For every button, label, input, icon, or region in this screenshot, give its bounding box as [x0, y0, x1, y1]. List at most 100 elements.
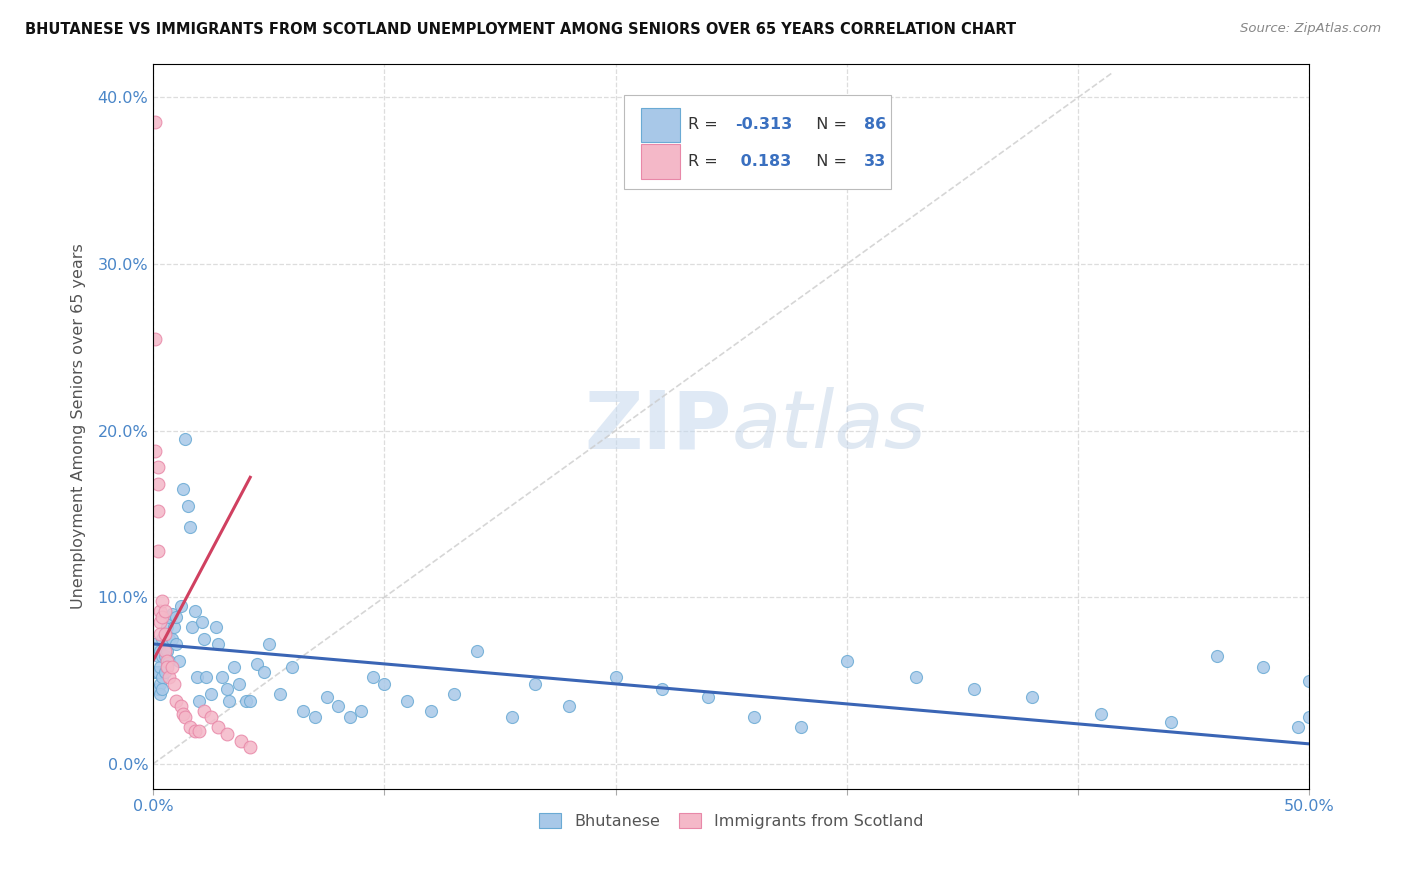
Point: [153, 627, 176, 641]
Text: BHUTANESE VS IMMIGRANTS FROM SCOTLAND UNEMPLOYMENT AMONG SENIORS OVER 65 YEARS C: BHUTANESE VS IMMIGRANTS FROM SCOTLAND UN…: [25, 22, 1017, 37]
Point: [558, 698, 581, 713]
Text: 33: 33: [865, 153, 886, 169]
Point: [146, 681, 169, 696]
Point: [157, 632, 180, 646]
Point: [195, 670, 218, 684]
Point: [153, 648, 176, 663]
Point: [146, 543, 169, 558]
Point: [190, 615, 212, 630]
Text: 0.183: 0.183: [735, 153, 792, 169]
Point: [292, 704, 315, 718]
Point: [200, 710, 222, 724]
Point: [163, 677, 186, 691]
Point: [239, 740, 262, 755]
Point: [744, 710, 766, 724]
Point: [207, 720, 229, 734]
Point: [156, 660, 179, 674]
Point: [239, 693, 262, 707]
Point: [217, 681, 239, 696]
Point: [235, 693, 257, 707]
Point: [188, 723, 211, 738]
Point: [153, 627, 176, 641]
Point: [146, 477, 169, 491]
Point: [167, 654, 190, 668]
Point: [149, 677, 172, 691]
Point: [156, 660, 179, 674]
Text: atlas: atlas: [731, 387, 927, 466]
Point: [229, 733, 252, 747]
Point: [222, 660, 245, 674]
Text: R =: R =: [689, 153, 723, 169]
Point: [149, 643, 172, 657]
Point: [186, 670, 208, 684]
Point: [157, 654, 180, 668]
Point: [350, 704, 373, 718]
Point: [183, 604, 205, 618]
Text: R =: R =: [689, 118, 723, 132]
Point: [156, 654, 179, 668]
Text: N =: N =: [807, 118, 852, 132]
Text: ZIP: ZIP: [583, 387, 731, 466]
Point: [160, 660, 183, 674]
Point: [373, 677, 395, 691]
Point: [789, 720, 811, 734]
Point: [396, 693, 419, 707]
Point: [1021, 690, 1043, 705]
Point: [465, 643, 488, 657]
Point: [315, 690, 337, 705]
Point: [160, 607, 183, 621]
Point: [165, 693, 187, 707]
Point: [218, 693, 240, 707]
Point: [501, 710, 523, 724]
Point: [165, 637, 187, 651]
Point: [253, 665, 276, 680]
Text: Source: ZipAtlas.com: Source: ZipAtlas.com: [1240, 22, 1381, 36]
Point: [150, 593, 173, 607]
Point: [211, 670, 233, 684]
Text: -0.313: -0.313: [735, 118, 792, 132]
Point: [149, 687, 172, 701]
Point: [153, 665, 176, 680]
Legend: Bhutanese, Immigrants from Scotland: Bhutanese, Immigrants from Scotland: [533, 806, 929, 835]
Point: [361, 670, 384, 684]
Point: [153, 643, 176, 657]
Point: [281, 660, 304, 674]
Point: [156, 620, 179, 634]
Point: [1205, 648, 1227, 663]
Point: [181, 620, 204, 634]
Point: [177, 499, 200, 513]
Point: [146, 665, 169, 680]
Y-axis label: Unemployment Among Seniors over 65 years: Unemployment Among Seniors over 65 years: [72, 244, 86, 609]
Point: [1298, 710, 1320, 724]
Point: [605, 670, 627, 684]
Point: [193, 632, 215, 646]
Point: [145, 443, 167, 458]
Point: [150, 632, 173, 646]
Text: N =: N =: [807, 153, 852, 169]
Point: [179, 520, 201, 534]
Point: [145, 332, 167, 346]
Point: [150, 670, 173, 684]
Point: [419, 704, 441, 718]
Point: [150, 681, 173, 696]
Text: 86: 86: [865, 118, 886, 132]
Point: [1251, 660, 1274, 674]
Point: [146, 460, 169, 475]
Point: [963, 681, 986, 696]
Point: [153, 604, 176, 618]
FancyBboxPatch shape: [624, 95, 891, 189]
FancyBboxPatch shape: [641, 144, 681, 178]
Point: [160, 632, 183, 646]
Point: [179, 720, 201, 734]
Point: [1298, 673, 1320, 688]
Point: [443, 687, 465, 701]
Point: [146, 648, 169, 663]
Point: [157, 610, 180, 624]
Point: [174, 432, 197, 446]
Point: [149, 627, 172, 641]
Point: [172, 482, 194, 496]
Point: [156, 643, 179, 657]
Point: [207, 637, 229, 651]
Point: [149, 604, 172, 618]
Point: [170, 599, 193, 613]
